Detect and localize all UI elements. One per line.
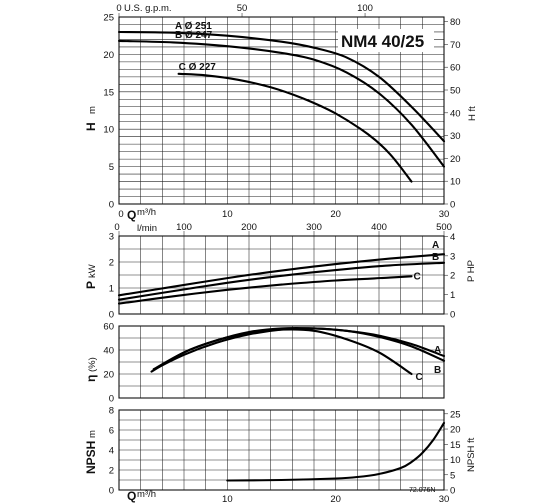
head-y2-tick-label: 50 <box>450 86 461 97</box>
head-curve-C <box>177 72 413 183</box>
chart-code: 72.076N <box>409 487 435 494</box>
head-curve-label-B: B Ø 247 <box>175 30 213 41</box>
head-y-tick-label: 15 <box>103 87 114 98</box>
q-lmin-tick-label: 500 <box>436 222 452 233</box>
efficiency-panel-frame <box>118 325 445 399</box>
head-y2-tick-label: 20 <box>450 154 461 165</box>
h-ft-axis-label: H ft <box>467 106 478 121</box>
eta-axis-unit: (%) <box>87 357 98 372</box>
q-gpm-tick-label: 0 <box>116 3 121 14</box>
power-curve-C <box>117 275 413 305</box>
npsh-y2-tick-label: 0 <box>450 486 455 497</box>
head-panel-frame <box>118 16 445 205</box>
h-axis-unit: m <box>87 106 98 114</box>
npsh-axis-symbol: NPSH <box>84 441 98 474</box>
head-y-tick-label: 0 <box>109 200 114 211</box>
efficiency-curve-label-B: B <box>434 365 441 376</box>
efficiency-y-tick-label: 20 <box>103 370 114 381</box>
power-y2-tick-label: 0 <box>450 310 455 321</box>
q-lmin-tick-label: 100 <box>176 222 192 233</box>
curve-layer <box>117 30 446 482</box>
head-y-tick-label: 25 <box>103 13 114 24</box>
power-curve-label-A: A <box>432 240 439 251</box>
head-curve-B <box>117 39 446 168</box>
head-y2-tick-label: 60 <box>450 63 461 74</box>
power-y2-tick-label: 1 <box>450 290 455 301</box>
q-axis-symbol: Q <box>127 208 136 222</box>
q-m3h-tick-label-bottom: 10 <box>222 494 233 504</box>
head-y2-tick-label: 0 <box>450 200 455 211</box>
power-y2-tick-label: 4 <box>450 232 455 243</box>
npsh-y2-tick-label: 25 <box>450 409 461 420</box>
head-curve-label-C: C Ø 227 <box>179 62 217 73</box>
q-m3h-unit: m³/h <box>137 207 156 218</box>
npsh-panel-frame <box>118 409 445 491</box>
power-y-tick-label: 2 <box>109 258 114 269</box>
p-hp-axis-label: P HP <box>466 260 477 282</box>
q-m3h-tick-label: 20 <box>330 209 341 220</box>
head-y-tick-label: 5 <box>109 162 114 173</box>
power-curve-A <box>117 253 446 297</box>
q-m3h-zero-label: 0 <box>118 209 123 220</box>
power-y-tick-label: 0 <box>109 310 114 321</box>
head-y2-tick-label: 10 <box>450 177 461 188</box>
head-y2-tick-label: 80 <box>450 17 461 28</box>
power-y2-tick-label: 3 <box>450 251 455 262</box>
head-y2-tick-label: 40 <box>450 108 461 119</box>
power-curve-label-C: C <box>414 271 421 282</box>
npsh-y-tick-label: 6 <box>109 426 114 437</box>
npsh-y-tick-label: 8 <box>109 406 114 417</box>
q-lmin-unit: l/min <box>137 223 157 234</box>
head-curve-label-A: A Ø 251 <box>175 21 212 32</box>
npsh-y2-tick-label: 15 <box>450 440 461 451</box>
power-curve-B <box>117 261 446 301</box>
chart-title: NM4 40/25 <box>341 32 424 51</box>
head-curve-A <box>117 30 446 143</box>
q-m3h-tick-label-bottom: 20 <box>330 494 341 504</box>
npsh-ft-axis-label: NPSH ft <box>466 437 477 472</box>
power-y-tick-label: 3 <box>109 232 114 243</box>
title-box <box>338 29 434 52</box>
q-lmin-tick-label: 400 <box>371 222 387 233</box>
q-m3h-unit-bottom: m³/h <box>137 489 156 500</box>
head-y2-tick-label: 30 <box>450 131 461 142</box>
efficiency-curve-label-C: C <box>416 372 423 383</box>
power-curve-label-B: B <box>432 252 439 263</box>
head-y2-tick-label: 70 <box>450 40 461 51</box>
q-lmin-tick-label: 200 <box>241 222 257 233</box>
q-gpm-tick-label: 50 <box>237 3 248 14</box>
npsh-axis-unit: m <box>87 430 98 438</box>
efficiency-curve-C <box>150 328 413 376</box>
q-lmin-tick-label: 300 <box>306 222 322 233</box>
head-y-tick-label: 10 <box>103 125 114 136</box>
efficiency-curve-label-A: A <box>434 345 441 356</box>
h-axis-symbol: H <box>84 122 98 131</box>
p-axis-unit: kW <box>87 264 98 278</box>
q-m3h-tick-label: 10 <box>222 209 233 220</box>
npsh-y2-tick-label: 10 <box>450 455 461 466</box>
eta-axis-symbol: η <box>84 375 98 382</box>
efficiency-y-tick-label: 60 <box>103 322 114 333</box>
npsh-y-tick-label: 2 <box>109 466 114 477</box>
npsh-y2-tick-label: 20 <box>450 425 461 436</box>
q-m3h-tick-label: 30 <box>439 209 450 220</box>
grid-layer <box>118 16 445 491</box>
npsh-curve-npsh <box>226 421 446 482</box>
head-y-tick-label: 20 <box>103 50 114 61</box>
power-y-tick-label: 1 <box>109 284 114 295</box>
npsh-y-tick-label: 4 <box>109 446 114 457</box>
q-gpm-tick-label: 100 <box>357 3 373 14</box>
efficiency-y-tick-label: 40 <box>103 346 114 357</box>
q-lmin-tick-label: 0 <box>114 222 119 233</box>
p-axis-symbol: P <box>84 281 98 289</box>
q-m3h-tick-label-bottom: 30 <box>439 494 450 504</box>
npsh-y2-tick-label: 5 <box>450 470 455 481</box>
q-axis-symbol-bottom: Q <box>127 489 136 503</box>
power-y2-tick-label: 2 <box>450 271 455 282</box>
efficiency-y-tick-label: 0 <box>109 394 114 405</box>
npsh-y-tick-label: 0 <box>109 486 114 497</box>
q-top-axis-label: U.S. g.p.m. <box>124 3 172 14</box>
